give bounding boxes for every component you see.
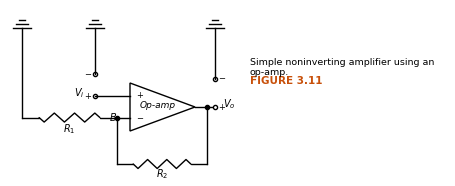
- Text: −: −: [136, 114, 143, 123]
- Text: $V_o$: $V_o$: [223, 97, 236, 111]
- Text: +: +: [84, 92, 91, 101]
- Text: $V_i$: $V_i$: [74, 86, 84, 100]
- Text: $R_1$: $R_1$: [63, 123, 76, 137]
- Text: +: +: [218, 103, 225, 113]
- Text: Simple noninverting amplifier using an op-amp.: Simple noninverting amplifier using an o…: [250, 58, 435, 77]
- Text: Op-amp: Op-amp: [139, 102, 175, 110]
- Text: $R_2$: $R_2$: [156, 167, 168, 181]
- Text: B: B: [109, 113, 116, 123]
- Text: FIGURE 3.11: FIGURE 3.11: [250, 76, 323, 86]
- Text: −: −: [84, 70, 91, 79]
- Text: −: −: [218, 75, 225, 84]
- Text: +: +: [136, 91, 143, 100]
